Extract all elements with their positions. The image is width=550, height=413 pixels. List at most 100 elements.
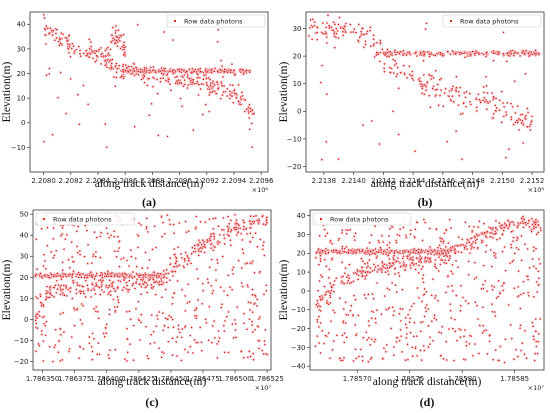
photon-point [167, 272, 170, 275]
photon-point [101, 289, 103, 291]
photon-point [135, 273, 138, 275]
photon-point [516, 119, 518, 122]
photon-point [199, 88, 202, 90]
photon-point [170, 316, 172, 318]
photon-point [154, 69, 156, 72]
photon-point [357, 39, 359, 42]
photon-point [78, 273, 81, 276]
photon-point [81, 323, 83, 325]
photon-point [204, 221, 206, 223]
photon-point [439, 94, 441, 97]
photon-point [529, 125, 531, 127]
photon-point [103, 291, 105, 293]
photon-point [54, 329, 57, 331]
photon-point [254, 294, 256, 297]
photon-point [117, 29, 120, 32]
photon-point [43, 322, 45, 325]
photon-point [186, 302, 189, 304]
photon-point [184, 325, 186, 327]
photon-point [437, 104, 440, 106]
photon-point [146, 291, 148, 294]
photon-point [204, 103, 207, 106]
photon-point [100, 53, 102, 55]
photon-point [76, 245, 78, 248]
photon-point [146, 267, 149, 269]
photon-point [171, 354, 174, 356]
photon-point [73, 52, 75, 55]
photon-point [137, 235, 140, 237]
photon-point [146, 217, 148, 220]
y-tick-label: 40 [20, 232, 29, 240]
panel-c: 1.7863501.7863751.7864001.7864251.786450… [1, 209, 284, 409]
photon-point [65, 275, 68, 278]
photon-point [484, 101, 486, 103]
photon-point [80, 276, 83, 279]
y-tick-label: −20 [287, 163, 302, 171]
photon-point [166, 214, 169, 216]
photon-point [151, 314, 153, 316]
photon-point [264, 343, 266, 346]
photon-point [531, 115, 533, 118]
photon-point [229, 84, 231, 86]
photon-point [113, 287, 115, 290]
photon-point [72, 282, 75, 284]
photon-point [511, 106, 514, 108]
photon-point [211, 87, 213, 89]
photon-point [77, 225, 79, 228]
photon-point [237, 100, 240, 103]
photon-point [265, 219, 268, 222]
photon-point [226, 88, 229, 90]
photon-point [232, 84, 234, 87]
photon-point [436, 88, 438, 91]
photon-point [64, 273, 67, 276]
photon-point [371, 120, 373, 122]
photon-point [199, 70, 202, 73]
photon-point [262, 244, 264, 247]
photon-point [364, 43, 367, 46]
photon-point [321, 158, 323, 161]
photon-point [52, 275, 55, 277]
photon-point [183, 74, 186, 76]
photon-point [92, 255, 94, 257]
photon-point [308, 35, 310, 37]
photon-point [503, 115, 505, 118]
photon-point [172, 296, 174, 299]
photon-point [241, 248, 244, 251]
photon-point [140, 286, 143, 288]
photon-point [42, 316, 44, 318]
photon-point [503, 106, 505, 108]
photon-point [506, 52, 509, 55]
photon-point [259, 316, 261, 318]
x-tick-label: 2.2142 [371, 177, 396, 185]
photon-point [157, 134, 160, 137]
photon-point [92, 57, 94, 60]
photon-point [114, 66, 117, 68]
photon-point [76, 230, 78, 233]
photon-point [396, 51, 399, 54]
photon-point [311, 18, 314, 21]
photon-point [442, 105, 445, 108]
photon-point [221, 303, 223, 306]
photon-point [95, 272, 98, 275]
photon-point [223, 351, 226, 354]
photon-point [113, 235, 115, 238]
photon-point [241, 91, 243, 94]
photon-point [416, 55, 418, 57]
photon-point [206, 239, 209, 241]
photon-point [422, 59, 425, 62]
photon-point [190, 326, 193, 329]
photon-point [73, 307, 75, 309]
photon-point [471, 50, 474, 53]
photon-point [240, 232, 242, 235]
photon-point [201, 239, 204, 241]
photon-point [223, 237, 226, 240]
photon-point [214, 67, 216, 70]
photon-point [168, 218, 171, 221]
photon-point [451, 87, 453, 90]
photon-point [197, 277, 199, 280]
photon-point [247, 107, 249, 109]
photon-point [61, 359, 64, 361]
photon-point [87, 103, 89, 106]
photon-point [385, 253, 387, 255]
photon-point [109, 279, 111, 282]
